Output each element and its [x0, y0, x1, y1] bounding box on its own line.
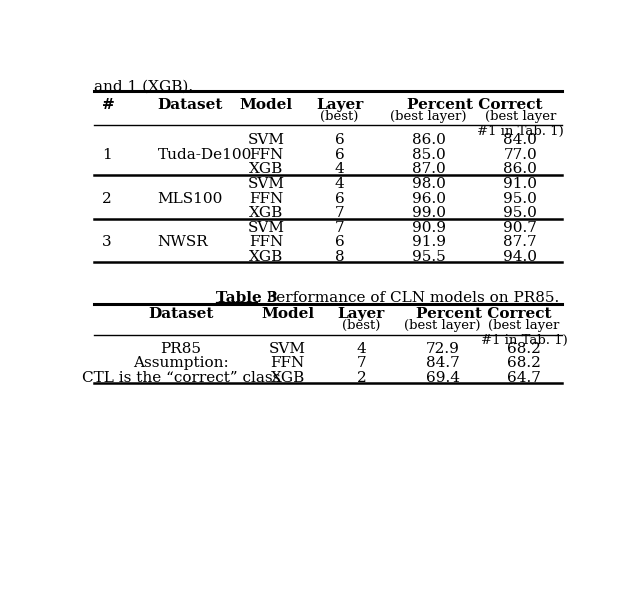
- Text: SVM: SVM: [248, 221, 285, 235]
- Text: Layer: Layer: [338, 307, 385, 321]
- Text: FFN: FFN: [271, 356, 305, 370]
- Text: 6: 6: [335, 191, 344, 206]
- Text: SVM: SVM: [248, 133, 285, 147]
- Text: PR85: PR85: [160, 342, 201, 356]
- Text: 91.0: 91.0: [503, 177, 537, 191]
- Text: MLS100: MLS100: [157, 191, 223, 206]
- Text: 96.0: 96.0: [412, 191, 445, 206]
- Text: CTL is the “correct” class: CTL is the “correct” class: [81, 371, 280, 385]
- Text: Percent Correct: Percent Correct: [407, 98, 542, 113]
- Text: 6: 6: [335, 147, 344, 162]
- Text: 7: 7: [335, 206, 344, 220]
- Text: 7: 7: [335, 221, 344, 235]
- Text: SVM: SVM: [248, 177, 285, 191]
- Text: 68.2: 68.2: [507, 356, 541, 370]
- Text: 86.0: 86.0: [412, 133, 445, 147]
- Text: 7: 7: [356, 356, 366, 370]
- Text: 2: 2: [356, 371, 366, 385]
- Text: (best layer): (best layer): [390, 110, 467, 123]
- Text: Layer: Layer: [316, 98, 364, 113]
- Text: 6: 6: [335, 133, 344, 147]
- Text: XGB: XGB: [271, 371, 305, 385]
- Text: XGB: XGB: [249, 206, 283, 220]
- Text: 87.7: 87.7: [504, 235, 537, 249]
- Text: 86.0: 86.0: [503, 163, 537, 176]
- Text: 69.4: 69.4: [426, 371, 460, 385]
- Text: 1: 1: [102, 147, 111, 162]
- Text: XGB: XGB: [249, 163, 283, 176]
- Text: 84.0: 84.0: [503, 133, 537, 147]
- Text: 8: 8: [335, 250, 344, 264]
- Text: 64.7: 64.7: [507, 371, 541, 385]
- Text: 6: 6: [335, 235, 344, 249]
- Text: NWSR: NWSR: [157, 235, 208, 249]
- Text: 98.0: 98.0: [412, 177, 445, 191]
- Text: FFN: FFN: [249, 147, 283, 162]
- Text: and 1 (XGB).: and 1 (XGB).: [94, 79, 193, 93]
- Text: #: #: [102, 98, 115, 113]
- Text: (best): (best): [321, 110, 359, 123]
- Text: 4: 4: [335, 163, 344, 176]
- Text: 95.0: 95.0: [503, 191, 537, 206]
- Text: Table 3: Table 3: [216, 291, 278, 305]
- Text: SVM: SVM: [269, 342, 306, 356]
- Text: XGB: XGB: [249, 250, 283, 264]
- Text: . Performance of CLN models on PR85.: . Performance of CLN models on PR85.: [257, 291, 559, 305]
- Text: 95.0: 95.0: [503, 206, 537, 220]
- Text: 91.9: 91.9: [412, 235, 445, 249]
- Text: (best layer
#1 in Tab. 1): (best layer #1 in Tab. 1): [481, 318, 568, 347]
- Text: FFN: FFN: [249, 191, 283, 206]
- Text: 84.7: 84.7: [426, 356, 460, 370]
- Text: Dataset: Dataset: [157, 98, 223, 113]
- Text: 99.0: 99.0: [412, 206, 445, 220]
- Text: Tuda-De100: Tuda-De100: [157, 147, 252, 162]
- Text: 3: 3: [102, 235, 111, 249]
- Text: Percent Correct: Percent Correct: [415, 307, 551, 321]
- Text: 4: 4: [335, 177, 344, 191]
- Text: 4: 4: [356, 342, 366, 356]
- Text: 72.9: 72.9: [426, 342, 460, 356]
- Text: Assumption:: Assumption:: [133, 356, 228, 370]
- Text: (best layer): (best layer): [404, 318, 481, 332]
- Text: (best layer
#1 in Tab. 1): (best layer #1 in Tab. 1): [477, 110, 564, 138]
- Text: FFN: FFN: [249, 235, 283, 249]
- Text: Model: Model: [261, 307, 314, 321]
- Text: 95.5: 95.5: [412, 250, 445, 264]
- Text: (best): (best): [342, 318, 381, 332]
- Text: Model: Model: [239, 98, 292, 113]
- Text: 90.9: 90.9: [412, 221, 445, 235]
- Text: 68.2: 68.2: [507, 342, 541, 356]
- Text: 2: 2: [102, 191, 111, 206]
- Text: 94.0: 94.0: [503, 250, 537, 264]
- Text: 87.0: 87.0: [412, 163, 445, 176]
- Text: Dataset: Dataset: [148, 307, 213, 321]
- Text: 85.0: 85.0: [412, 147, 445, 162]
- Text: 77.0: 77.0: [503, 147, 537, 162]
- Text: 90.7: 90.7: [503, 221, 537, 235]
